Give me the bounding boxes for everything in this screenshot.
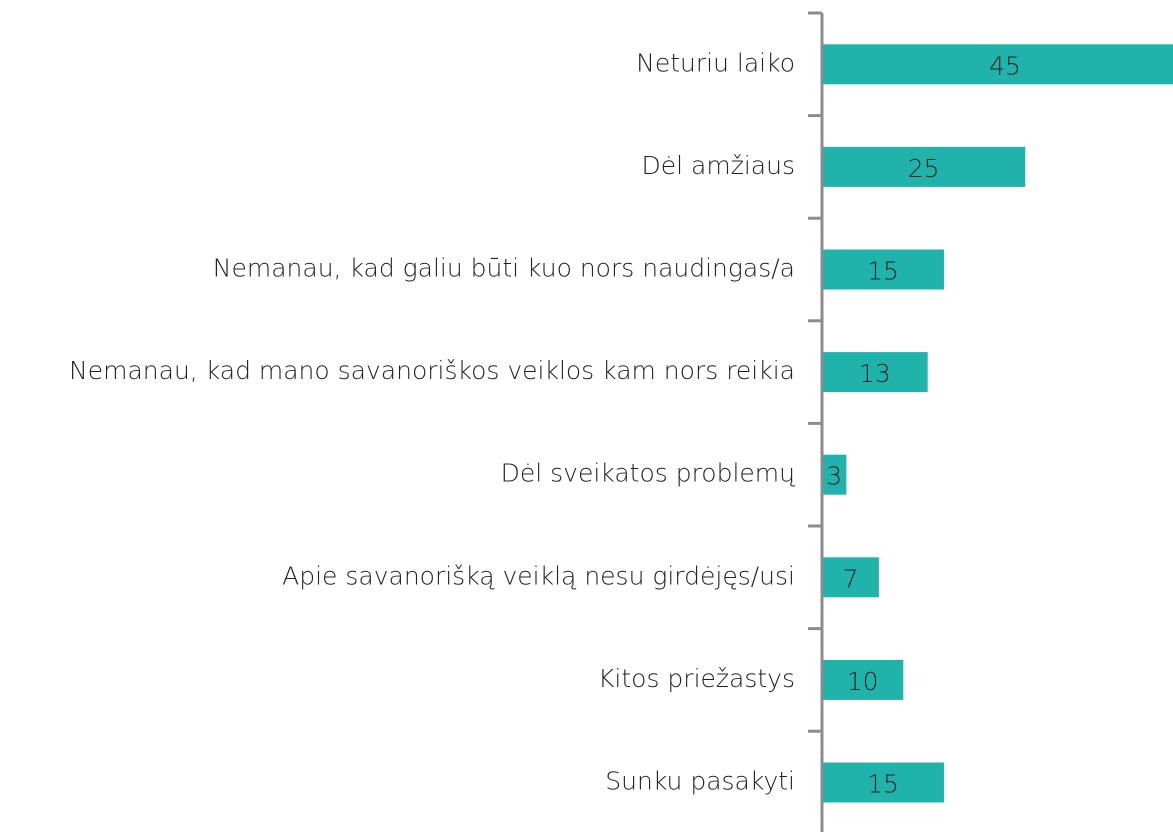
bar — [822, 557, 879, 598]
value-label: 13 — [859, 359, 891, 388]
bar — [822, 44, 1173, 85]
value-label: 15 — [867, 770, 899, 799]
bar — [822, 762, 944, 803]
category-label: Apie savanorišką veiklą nesu girdėjęs/us… — [282, 561, 795, 590]
category-label: Nemanau, kad mano savanoriškos veiklos k… — [69, 356, 795, 385]
category-label: Sunku pasakyti — [605, 767, 795, 796]
value-label: 25 — [908, 154, 940, 183]
category-label: Dėl sveikatos problemų — [501, 459, 796, 488]
category-label: Neturiu laiko — [636, 48, 795, 77]
value-label: 10 — [847, 667, 879, 696]
bar — [822, 249, 944, 290]
category-label: Dėl amžiaus — [642, 151, 795, 180]
bar — [822, 146, 1026, 187]
value-label: 45 — [989, 51, 1021, 80]
value-label: 3 — [826, 462, 842, 491]
value-label: 7 — [843, 564, 859, 593]
bar — [822, 659, 904, 700]
category-label: Nemanau, kad galiu būti kuo nors nauding… — [213, 254, 795, 283]
category-label: Kitos priežastys — [598, 664, 795, 693]
bar — [822, 454, 847, 495]
value-label: 15 — [867, 257, 899, 286]
bar — [822, 352, 928, 393]
